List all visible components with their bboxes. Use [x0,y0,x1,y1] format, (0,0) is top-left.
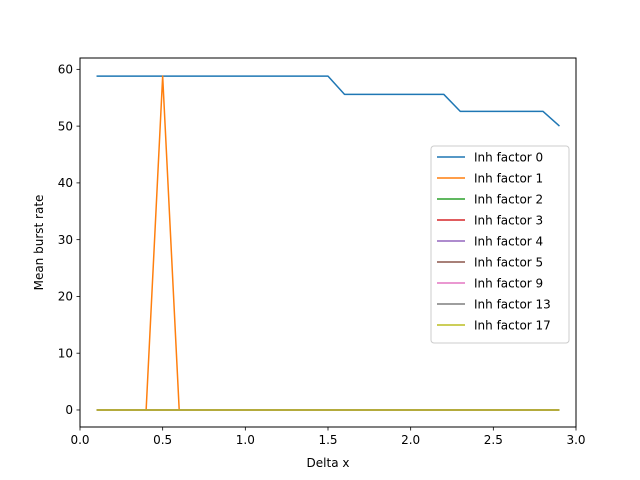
x-tick-label: 3.0 [566,433,585,447]
legend-entry: Inh factor 2 [474,192,543,206]
y-tick-label: 20 [58,290,73,304]
x-axis-ticks: 0.0 0.5 1.0 1.5 2.0 2.5 3.0 [70,427,586,447]
legend-entry: Inh factor 9 [474,276,543,290]
legend-entry: Inh factor 13 [474,297,551,311]
y-tick-label: 50 [58,119,73,133]
y-tick-label: 30 [58,233,73,247]
x-tick-label: 1.0 [236,433,255,447]
y-axis-label: Mean burst rate [32,195,46,291]
legend-entry: Inh factor 0 [474,150,543,164]
x-tick-label: 0.0 [70,433,89,447]
y-tick-label: 10 [58,346,73,360]
y-tick-label: 0 [65,403,73,417]
plot-lines [96,75,560,411]
legend-box [430,145,570,344]
x-tick-label: 2.0 [401,433,420,447]
x-tick-label: 0.5 [153,433,172,447]
y-tick-label: 60 [58,63,73,77]
legend-entry: Inh factor 17 [474,318,551,332]
legend-entry: Inh factor 4 [474,234,543,248]
x-tick-label: 1.5 [318,433,337,447]
legend-entry: Inh factor 3 [474,213,543,227]
y-axis-ticks: 0 10 20 30 40 50 60 [58,63,80,417]
legend: Inh factor 0 Inh factor 1 Inh factor 2 Inh … [430,145,570,344]
x-axis-label: Delta x [307,456,350,470]
series-line-0 [96,75,560,127]
x-tick-label: 2.5 [484,433,503,447]
y-tick-label: 40 [58,176,73,190]
legend-entry: Inh factor 5 [474,255,543,269]
legend-entry: Inh factor 1 [474,171,543,185]
